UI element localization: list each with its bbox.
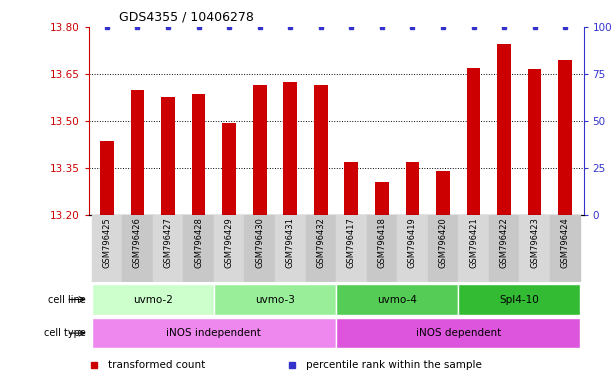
Bar [367,215,397,282]
Bar [436,171,450,215]
Text: transformed count: transformed count [108,360,206,370]
Bar [336,215,367,282]
Text: GSM796425: GSM796425 [103,217,111,268]
Text: uvmo-4: uvmo-4 [377,295,417,305]
Text: GSM796419: GSM796419 [408,217,417,268]
Bar [336,318,580,348]
Bar [375,182,389,215]
Text: GSM796431: GSM796431 [286,217,295,268]
Bar [92,284,214,315]
Bar [489,215,519,282]
Bar [92,215,122,282]
Bar [131,89,144,215]
Bar [428,215,458,282]
Bar [458,215,489,282]
Bar [153,215,183,282]
Bar [222,122,236,215]
Text: GSM796427: GSM796427 [164,217,172,268]
Text: iNOS dependent: iNOS dependent [415,328,501,338]
Text: uvmo-3: uvmo-3 [255,295,295,305]
Bar [345,162,358,215]
Text: GSM796432: GSM796432 [316,217,325,268]
Text: GSM796420: GSM796420 [439,217,447,268]
Bar [458,284,580,315]
Bar [284,82,297,215]
Text: cell line: cell line [48,295,86,305]
Text: GSM796418: GSM796418 [378,217,386,268]
Text: GSM796424: GSM796424 [561,217,569,268]
Text: Spl4-10: Spl4-10 [499,295,540,305]
Bar [214,284,336,315]
Bar [92,318,336,348]
Text: GSM796422: GSM796422 [500,217,508,268]
Bar [244,215,275,282]
Text: GSM796430: GSM796430 [255,217,264,268]
Bar [192,94,205,215]
Bar [550,215,580,282]
Text: GSM796426: GSM796426 [133,217,142,268]
Bar [306,215,336,282]
Bar [314,85,327,215]
Text: GSM796423: GSM796423 [530,217,539,268]
Bar [122,215,153,282]
Bar [467,68,480,215]
Bar [406,162,419,215]
Bar [397,215,428,282]
Text: GSM796417: GSM796417 [347,217,356,268]
Bar [528,69,541,215]
Bar [497,44,511,215]
Text: GSM796428: GSM796428 [194,217,203,268]
Text: cell type: cell type [43,328,86,338]
Bar [100,141,114,215]
Text: percentile rank within the sample: percentile rank within the sample [306,360,482,370]
Bar [214,215,244,282]
Bar [275,215,306,282]
Text: GSM796429: GSM796429 [225,217,233,268]
Text: GDS4355 / 10406278: GDS4355 / 10406278 [119,10,254,23]
Bar [336,284,458,315]
Bar [519,215,550,282]
Text: GSM796421: GSM796421 [469,217,478,268]
Bar [183,215,214,282]
Bar [253,85,266,215]
Bar [161,98,175,215]
Text: iNOS independent: iNOS independent [166,328,262,338]
Text: uvmo-2: uvmo-2 [133,295,173,305]
Bar [558,60,572,215]
